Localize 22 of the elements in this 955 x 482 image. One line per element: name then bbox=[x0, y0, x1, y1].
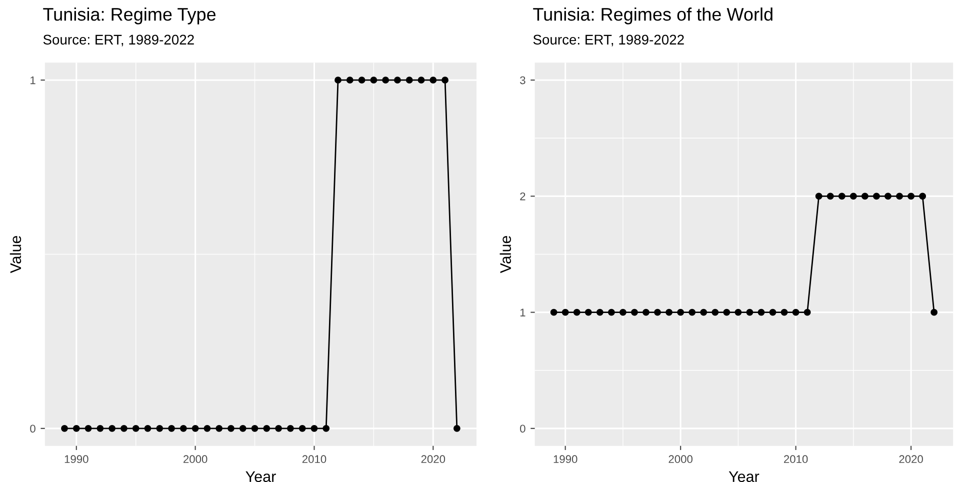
chart-title: Tunisia: Regime Type bbox=[43, 8, 216, 24]
y-tick-label: 0 bbox=[30, 424, 36, 433]
x-axis-title: Year bbox=[246, 471, 276, 482]
chart-subtitle: Source: ERT, 1989-2022 bbox=[43, 34, 194, 46]
x-tick-label: 2010 bbox=[784, 455, 808, 464]
x-tick-label: 2020 bbox=[899, 455, 923, 464]
x-tick-label: 2000 bbox=[668, 455, 692, 464]
x-tick-label: 2000 bbox=[184, 455, 208, 464]
chart-title: Tunisia: Regimes of the World bbox=[533, 8, 772, 24]
y-tick-label: 3 bbox=[520, 76, 526, 84]
x-axis-title: Year bbox=[728, 471, 760, 482]
x-tick-label: 1990 bbox=[64, 455, 88, 464]
y-tick-label: 1 bbox=[30, 76, 36, 84]
y-axis-title: Value bbox=[10, 236, 22, 274]
x-tick-label: 1990 bbox=[554, 455, 578, 464]
y-tick-label: 2 bbox=[520, 192, 526, 200]
x-tick-label: 2010 bbox=[302, 455, 326, 464]
y-tick-label: 1 bbox=[520, 308, 526, 316]
chart-subtitle: Source: ERT, 1989-2022 bbox=[533, 34, 684, 46]
y-axis-title: Value bbox=[500, 236, 512, 274]
y-tick-label: 0 bbox=[520, 424, 526, 433]
x-tick-label: 2020 bbox=[421, 455, 446, 464]
